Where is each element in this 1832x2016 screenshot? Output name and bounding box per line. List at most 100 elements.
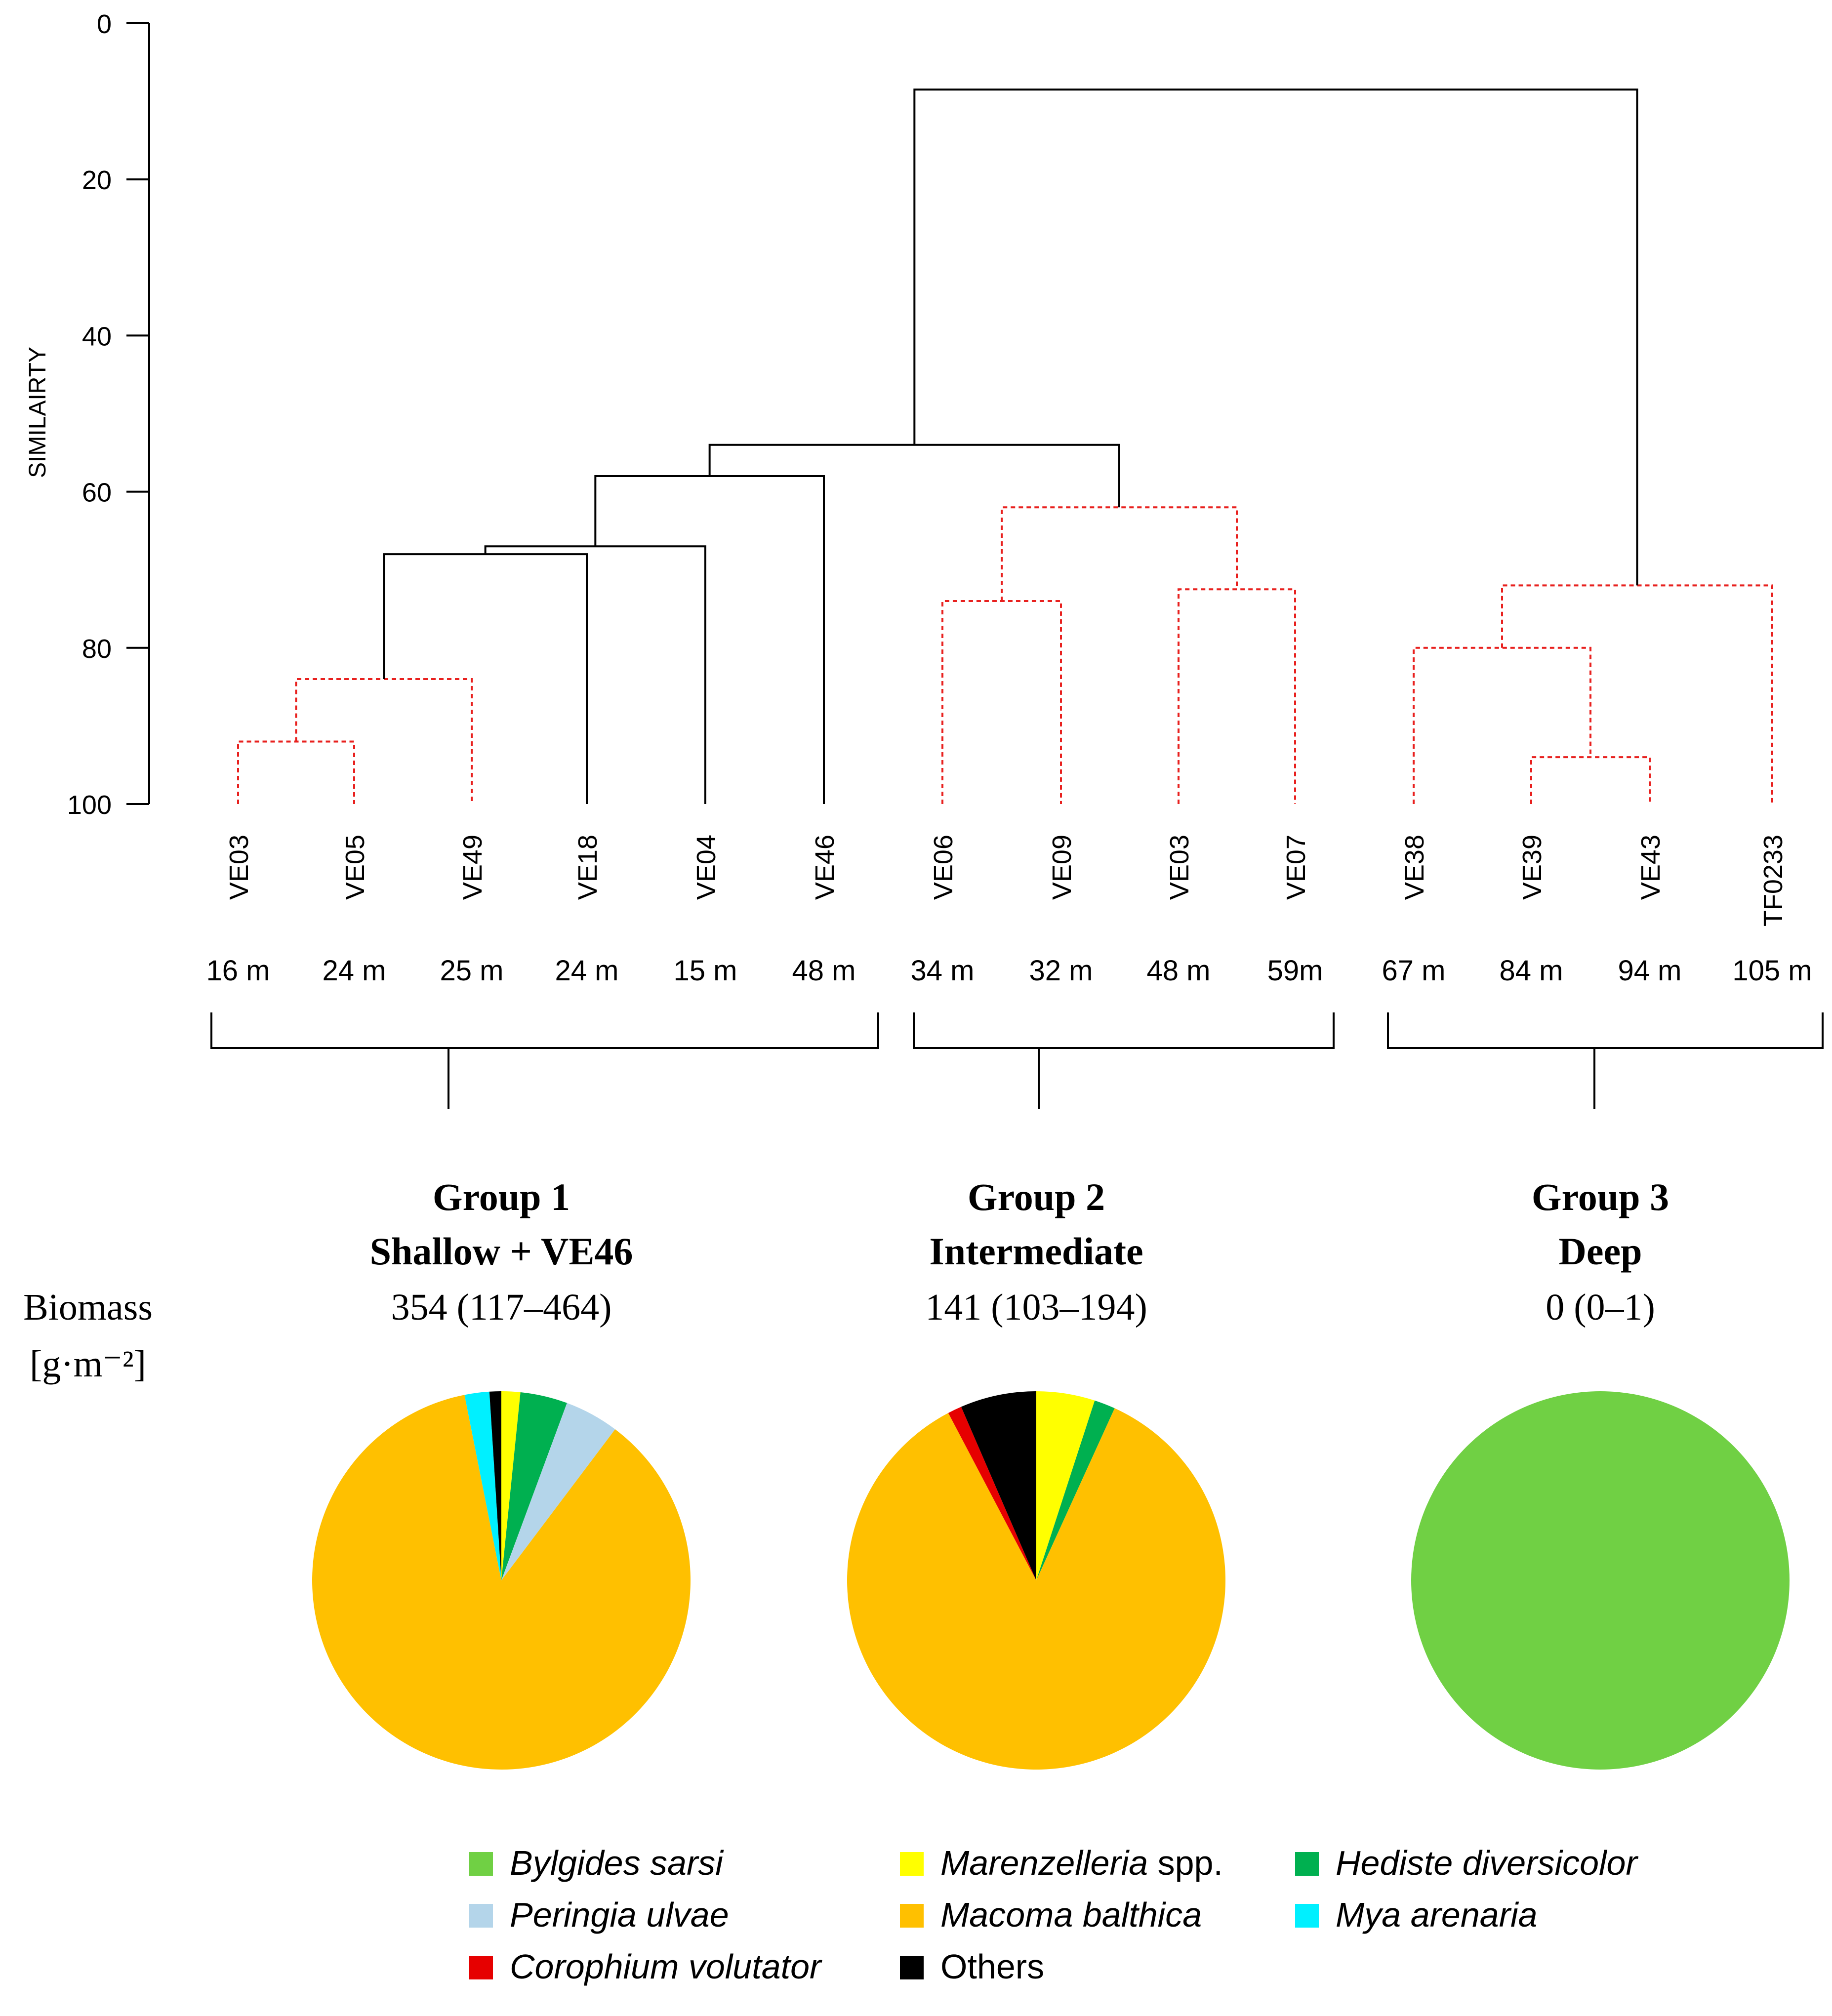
sample-id-label: VE38: [1400, 835, 1429, 900]
legend-label: Marenzelleria spp.: [940, 1844, 1223, 1882]
sample-id-label: VE49: [458, 835, 488, 900]
y-axis-label: SIMILAIRTY: [25, 347, 51, 478]
y-tick-label: 100: [67, 790, 112, 820]
legend-label-name: Bylgides sarsi: [510, 1844, 724, 1882]
group-title: Group 1: [433, 1175, 570, 1218]
dendrogram-link-m10: [1530, 756, 1651, 804]
sample-depth-label: 105 m: [1732, 955, 1812, 987]
dendrogram-link-m2: [295, 678, 473, 804]
dendrogram-link-m3: [383, 553, 588, 804]
pie-slice-hediste-diversicolor: [1036, 1400, 1115, 1580]
biomass-label-line1: Biomass: [23, 1287, 153, 1328]
sample-depth-label: 48 m: [1147, 955, 1211, 987]
group-title: Group 3: [1532, 1175, 1669, 1218]
legend-label-name: Peringia ulvae: [510, 1895, 729, 1934]
dendrogram-link-m13: [913, 88, 1638, 586]
pie-slice-others: [489, 1391, 501, 1580]
sample-depth-label: 16 m: [206, 955, 270, 987]
pie-charts: [312, 1391, 1790, 1770]
group-subtitle: Shallow + VE46: [370, 1230, 633, 1273]
dendrogram-link-m7: [1178, 588, 1296, 804]
pie-slice-macoma-balthica: [847, 1408, 1225, 1770]
group-bracket: [1387, 1012, 1824, 1049]
group-subtitle: Intermediate: [929, 1230, 1143, 1273]
sample-id-label: TF0233: [1758, 835, 1788, 927]
legend-label-suffix: spp.: [1148, 1844, 1223, 1882]
group-brackets: [210, 1012, 1824, 1109]
sample-depth-label: 94 m: [1618, 955, 1682, 987]
legend-label: Mya arenaria: [1336, 1895, 1538, 1934]
sample-id-label: VE06: [929, 835, 958, 900]
dendrogram-link-m1: [237, 740, 355, 804]
legend-label: Peringia ulvae: [510, 1895, 729, 1934]
legend-swatch: [900, 1904, 924, 1928]
group-biomass-value: 354 (117–464): [391, 1287, 612, 1328]
group-biomass-value: 0 (0–1): [1546, 1287, 1655, 1328]
pie-slice-mya-arenaria: [464, 1391, 501, 1580]
sample-id-label: VE04: [692, 835, 721, 900]
group-bracket: [913, 1012, 1335, 1049]
y-tick-label: 20: [82, 165, 112, 195]
sample-id-label: VE46: [810, 835, 840, 900]
legend-label: Macoma balthica: [940, 1895, 1202, 1934]
sample-depth-label: 34 m: [911, 955, 975, 987]
legend-swatch: [900, 1956, 924, 1979]
legend-swatch: [1295, 1904, 1319, 1928]
y-tick-label: 40: [82, 322, 112, 351]
pie-slice-macoma-balthica: [312, 1395, 691, 1770]
sample-id-label: VE09: [1047, 835, 1077, 900]
sample-id-label: VE03: [224, 835, 254, 900]
dendrogram-y-axis: 0 20 40 60 80 100: [67, 9, 150, 820]
legend-swatch: [469, 1904, 493, 1928]
pie-slice-peringia-ulvae: [501, 1403, 615, 1580]
sample-depth-label: 32 m: [1029, 955, 1093, 987]
group-titles: Group 1 Shallow + VE46 354 (117–464) Group …: [370, 1175, 1669, 1328]
legend-label-name: Mya arenaria: [1336, 1895, 1538, 1934]
legend-swatch: [469, 1852, 493, 1876]
sample-depth-label: 15 m: [674, 955, 737, 987]
sample-id-label: VE07: [1281, 835, 1311, 900]
sample-depth-label: 48 m: [792, 955, 856, 987]
sample-depth-label: 24 m: [555, 955, 619, 987]
legend-swatch: [1295, 1852, 1319, 1876]
sample-depth-label: 84 m: [1500, 955, 1563, 987]
dendrogram-link-m4: [484, 545, 706, 804]
legend-label-name: Hediste diversicolor: [1336, 1844, 1638, 1882]
biomass-label: Biomass [g·m⁻²]: [23, 1287, 153, 1385]
legend-label-name: Marenzelleria: [940, 1844, 1148, 1882]
dendrogram-link-m11: [1413, 646, 1591, 804]
sample-depth-label: 24 m: [323, 955, 386, 987]
sample-id-label: VE43: [1636, 835, 1666, 900]
pie-slice-marenzelleria-spp: [1036, 1391, 1095, 1580]
sample-id-label: VE18: [573, 835, 603, 900]
sample-depth-label: 67 m: [1382, 955, 1446, 987]
legend: Bylgides sarsi Peringia ulvae Corophium vo…: [469, 1844, 1638, 1986]
dendrogram-branches: [237, 88, 1773, 804]
legend-label: Others: [940, 1947, 1044, 1986]
dendrogram-link-m12: [1501, 584, 1773, 804]
legend-label-name: Corophium volutator: [510, 1947, 822, 1986]
pie-slice-others: [961, 1391, 1036, 1580]
pie-slice-marenzelleria-spp: [501, 1391, 521, 1580]
dendrogram-link-m6: [941, 600, 1062, 804]
sample-id-label: VE39: [1517, 835, 1547, 900]
pie-slice-hediste-diversicolor: [501, 1392, 567, 1580]
sample-labels: VE03 16 m VE05 24 m VE49 25 m VE18 24 m VE04 15 m…: [206, 835, 1812, 987]
legend-swatch: [469, 1956, 493, 1979]
sample-depth-label: 25 m: [440, 955, 504, 987]
pie-slice-corophium-volutator: [948, 1407, 1036, 1580]
group-title: Group 2: [968, 1175, 1105, 1218]
legend-label-name: Macoma balthica: [940, 1895, 1202, 1934]
legend-label-name: Others: [940, 1947, 1044, 1986]
biomass-label-line2: [g·m⁻²]: [30, 1343, 146, 1385]
group-bracket: [210, 1012, 879, 1049]
group-subtitle: Deep: [1559, 1230, 1642, 1273]
y-tick-label: 60: [82, 478, 112, 508]
legend-swatch: [900, 1852, 924, 1876]
dendrogram-link-m5: [594, 475, 825, 804]
dendrogram-link-m8: [1001, 506, 1238, 601]
sample-depth-label: 59m: [1267, 955, 1323, 987]
sample-id-label: VE03: [1165, 835, 1194, 900]
legend-label: Bylgides sarsi: [510, 1844, 724, 1882]
